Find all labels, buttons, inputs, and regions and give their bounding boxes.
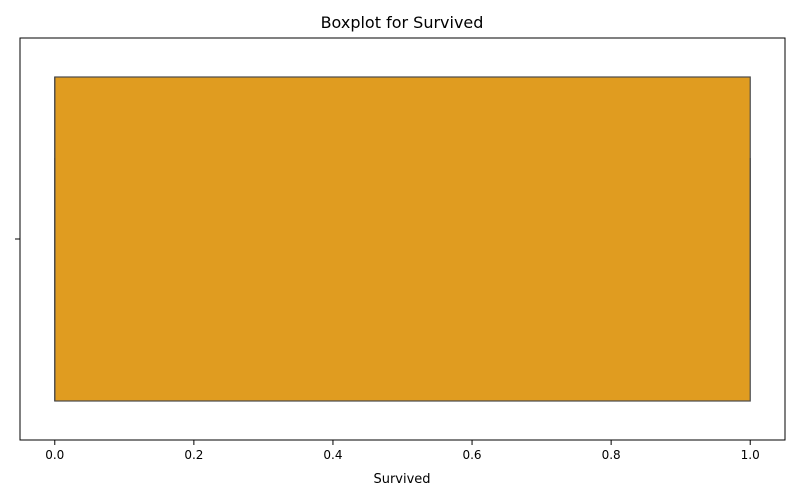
x-tick-label: 0.6 <box>462 448 481 462</box>
x-axis-ticks: 0.0 0.2 0.4 0.6 0.8 1.0 <box>45 440 760 462</box>
x-tick-label: 1.0 <box>741 448 760 462</box>
chart-title: Boxplot for Survived <box>321 13 484 32</box>
box-iqr <box>54 76 751 402</box>
x-axis-label: Survived <box>373 472 430 487</box>
x-tick-label: 0.0 <box>45 448 64 462</box>
box-group <box>54 76 751 402</box>
x-tick-label: 0.8 <box>602 448 621 462</box>
x-tick-label: 0.4 <box>323 448 342 462</box>
x-tick-label: 0.2 <box>184 448 203 462</box>
